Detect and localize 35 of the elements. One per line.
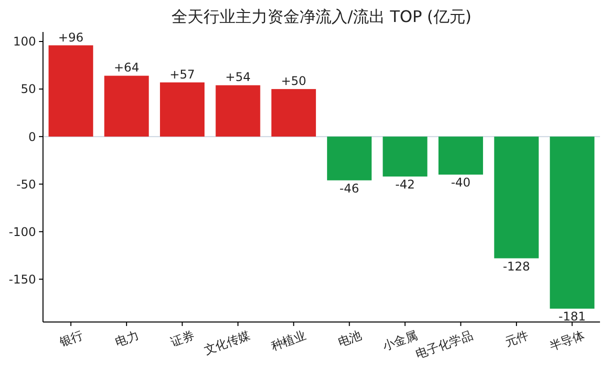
data-label: +64 [114,60,140,75]
data-label: -181 [558,310,586,324]
x-tick-label: 电力 [113,328,141,350]
x-tick-label: 半导体 [548,328,586,354]
data-label: +50 [280,74,306,88]
y-tick-label: 50 [20,82,36,96]
x-tick-label: 元件 [503,328,530,350]
x-tick-label: 电池 [336,328,364,350]
data-label: +57 [170,67,195,82]
x-tick-label: 证券 [168,328,196,350]
y-tick-label: 0 [28,130,36,144]
y-tick-label: -150 [8,272,36,286]
bar [271,89,316,137]
x-tick-label: 种植业 [269,328,308,354]
chart-title: 全天行业主力资金净流入/流出 TOP (亿元) [171,7,472,26]
bar [550,136,594,309]
bar [104,76,149,137]
data-label: -46 [340,181,360,196]
y-tick-label: -50 [16,177,36,192]
y-tick-label: 100 [13,34,36,49]
data-label: -128 [502,259,530,274]
data-label: -42 [395,178,415,192]
y-tick-label: -100 [8,224,36,239]
x-tick-label: 银行 [56,328,85,350]
bar [48,45,94,137]
bar [438,136,484,175]
x-tick-label: 文化传媒 [202,328,252,358]
bar [382,136,428,177]
data-label: +54 [225,70,251,84]
data-label: +96 [58,30,84,44]
bar [327,136,372,180]
bar [160,82,205,137]
data-label: -40 [450,176,471,190]
bar [216,85,260,137]
bar [494,136,539,258]
